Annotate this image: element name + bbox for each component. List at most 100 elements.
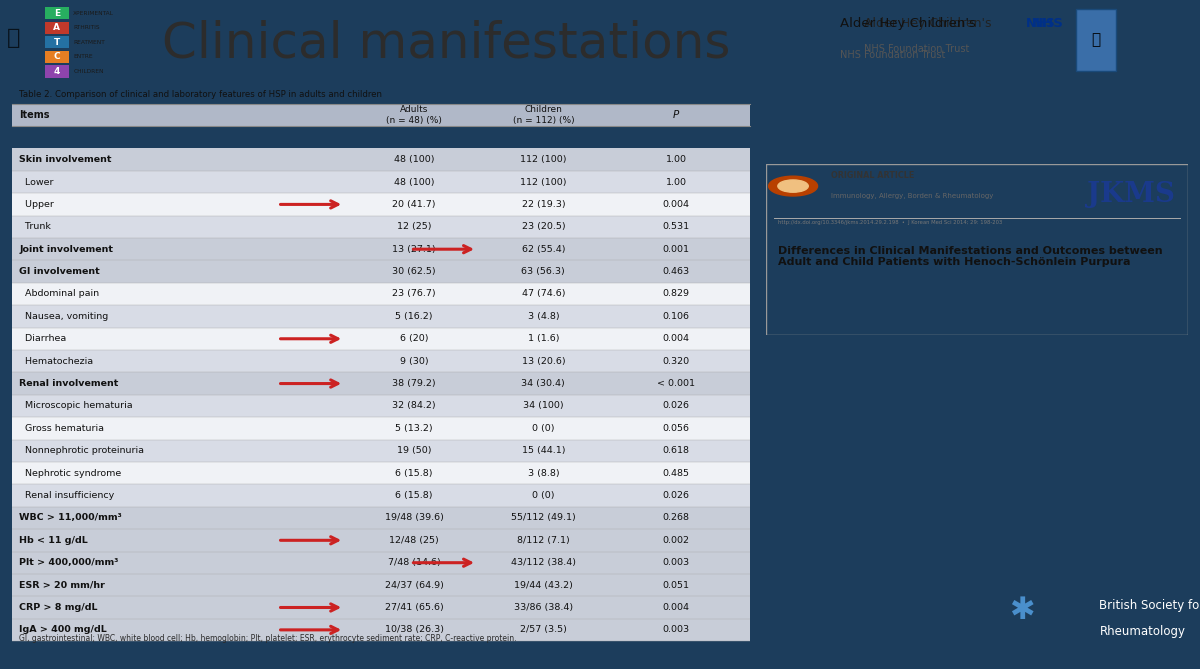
- Text: Nonnephrotic proteinuria: Nonnephrotic proteinuria: [19, 446, 144, 455]
- Text: 0.106: 0.106: [662, 312, 690, 321]
- Circle shape: [778, 180, 809, 192]
- Text: 6 (15.8): 6 (15.8): [396, 491, 433, 500]
- Text: 23 (20.5): 23 (20.5): [522, 222, 565, 231]
- Bar: [12, 506, 750, 529]
- Bar: [44, 7, 68, 19]
- Bar: [12, 395, 750, 417]
- Text: 63 (56.3): 63 (56.3): [522, 267, 565, 276]
- Text: 0.268: 0.268: [662, 513, 690, 522]
- Text: Joint involvement: Joint involvement: [19, 245, 113, 254]
- Bar: [12, 596, 750, 619]
- Text: 48 (100): 48 (100): [394, 155, 434, 164]
- Text: NHS Foundation Trust: NHS Foundation Trust: [864, 43, 970, 54]
- Text: 0.320: 0.320: [662, 357, 690, 366]
- Text: Table 2. Comparison of clinical and laboratory features of HSP in adults and chi: Table 2. Comparison of clinical and labo…: [19, 90, 383, 100]
- Text: GI, gastrointestinal; WBC, white blood cell; Hb, hemoglobin; Plt, platelet; ESR,: GI, gastrointestinal; WBC, white blood c…: [19, 634, 517, 643]
- Text: 33/86 (38.4): 33/86 (38.4): [514, 603, 572, 612]
- Text: Plt > 400,000/mm³: Plt > 400,000/mm³: [19, 558, 119, 567]
- Text: 34 (100): 34 (100): [523, 401, 564, 411]
- Text: Alder Hey Children's: Alder Hey Children's: [864, 17, 991, 30]
- Bar: [12, 215, 750, 238]
- Text: Renal insufficiency: Renal insufficiency: [19, 491, 115, 500]
- Text: 0.004: 0.004: [662, 603, 690, 612]
- Text: WBC > 11,000/mm³: WBC > 11,000/mm³: [19, 513, 122, 522]
- Text: 47 (74.6): 47 (74.6): [522, 290, 565, 298]
- Text: XPERIMENTAL: XPERIMENTAL: [73, 11, 114, 15]
- Bar: [12, 328, 750, 350]
- Text: 9 (30): 9 (30): [400, 357, 428, 366]
- Text: 3 (8.8): 3 (8.8): [528, 468, 559, 478]
- Text: Skin involvement: Skin involvement: [19, 155, 112, 164]
- Text: A: A: [54, 23, 60, 32]
- Text: ORIGINAL ARTICLE: ORIGINAL ARTICLE: [832, 171, 914, 180]
- Bar: [12, 149, 750, 171]
- Text: 0.026: 0.026: [662, 401, 690, 411]
- Text: Adults
(n = 48) (%): Adults (n = 48) (%): [386, 105, 442, 124]
- Bar: [12, 193, 750, 215]
- Bar: [12, 171, 750, 193]
- Text: 0.618: 0.618: [662, 446, 690, 455]
- Text: 0.056: 0.056: [662, 424, 690, 433]
- Bar: [12, 238, 750, 260]
- Text: 0.002: 0.002: [662, 536, 690, 545]
- Text: JKMS: JKMS: [1087, 181, 1175, 208]
- Text: Renal involvement: Renal involvement: [19, 379, 119, 388]
- Bar: [1076, 9, 1116, 71]
- Text: 24/37 (64.9): 24/37 (64.9): [385, 581, 444, 589]
- Text: CRP > 8 mg/dL: CRP > 8 mg/dL: [19, 603, 98, 612]
- Text: Diarrhea: Diarrhea: [19, 334, 67, 343]
- Text: 7/48 (14.6): 7/48 (14.6): [388, 558, 440, 567]
- Text: 30 (62.5): 30 (62.5): [392, 267, 436, 276]
- Text: Nausea, vomiting: Nausea, vomiting: [19, 312, 109, 321]
- Text: 62 (55.4): 62 (55.4): [522, 245, 565, 254]
- Text: Lower: Lower: [19, 177, 54, 187]
- Bar: [44, 36, 68, 48]
- Text: 2/57 (3.5): 2/57 (3.5): [520, 626, 566, 634]
- Text: T: T: [54, 38, 60, 47]
- Text: 0.003: 0.003: [662, 558, 690, 567]
- Bar: [12, 529, 750, 551]
- Text: 0.531: 0.531: [662, 222, 690, 231]
- Circle shape: [768, 176, 817, 196]
- Text: 0 (0): 0 (0): [532, 491, 554, 500]
- Text: Rheumatology: Rheumatology: [1099, 625, 1186, 638]
- Text: 19 (50): 19 (50): [397, 446, 432, 455]
- Text: Nephrotic syndrome: Nephrotic syndrome: [19, 468, 121, 478]
- Bar: [12, 104, 750, 126]
- Text: 4: 4: [54, 67, 60, 76]
- Text: 3 (4.8): 3 (4.8): [528, 312, 559, 321]
- Text: Clinical manifestations: Clinical manifestations: [162, 19, 731, 68]
- Text: 22 (19.3): 22 (19.3): [522, 200, 565, 209]
- Text: Alder Hey Children's: Alder Hey Children's: [840, 17, 976, 31]
- Text: 📖: 📖: [1092, 33, 1100, 47]
- Text: E: E: [54, 9, 60, 17]
- Text: NHS: NHS: [1031, 17, 1063, 31]
- Text: Upper: Upper: [19, 200, 54, 209]
- Text: NHS: NHS: [1026, 17, 1056, 30]
- Text: 19/44 (43.2): 19/44 (43.2): [514, 581, 572, 589]
- Text: British Society for: British Society for: [1099, 599, 1200, 611]
- Text: REATMENT: REATMENT: [73, 39, 104, 45]
- Text: 12 (25): 12 (25): [397, 222, 432, 231]
- Text: ENTRE: ENTRE: [73, 54, 92, 60]
- Text: 1 (1.6): 1 (1.6): [528, 334, 559, 343]
- Text: Children
(n = 112) (%): Children (n = 112) (%): [512, 105, 574, 124]
- Text: 38 (79.2): 38 (79.2): [392, 379, 436, 388]
- Bar: [12, 551, 750, 574]
- Text: Abdominal pain: Abdominal pain: [19, 290, 100, 298]
- Text: CHILDREN: CHILDREN: [73, 69, 103, 74]
- Text: 55/112 (49.1): 55/112 (49.1): [511, 513, 576, 522]
- Text: 12/48 (25): 12/48 (25): [389, 536, 439, 545]
- Bar: [12, 305, 750, 328]
- Bar: [12, 484, 750, 506]
- Bar: [44, 51, 68, 63]
- Text: 43/112 (38.4): 43/112 (38.4): [511, 558, 576, 567]
- Text: 8/112 (7.1): 8/112 (7.1): [517, 536, 570, 545]
- Bar: [12, 462, 750, 484]
- Text: C: C: [54, 52, 60, 62]
- Bar: [12, 417, 750, 440]
- Text: http://dx.doi.org/10.3346/jkms.2014.29.2.198  •  J Korean Med Sci 2014; 29: 198-: http://dx.doi.org/10.3346/jkms.2014.29.2…: [779, 220, 1002, 225]
- Text: 🧒: 🧒: [7, 28, 20, 48]
- Text: 27/41 (65.6): 27/41 (65.6): [385, 603, 444, 612]
- Text: 1.00: 1.00: [666, 155, 686, 164]
